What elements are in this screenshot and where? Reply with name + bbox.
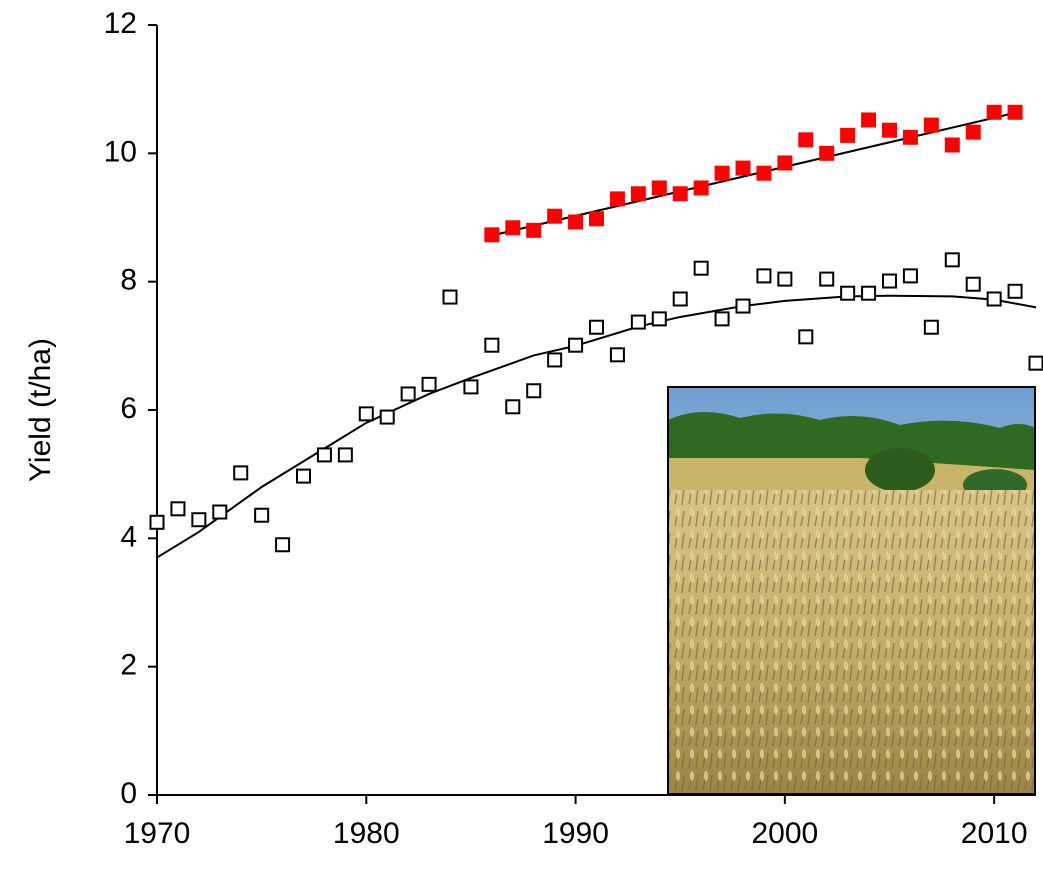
data-point <box>840 128 855 143</box>
data-point <box>925 321 938 334</box>
data-point <box>171 502 184 515</box>
data-point <box>632 316 645 329</box>
data-point <box>297 470 310 483</box>
y-tick-label: 10 <box>104 135 137 168</box>
data-point <box>736 161 751 176</box>
data-point <box>484 227 499 242</box>
data-point <box>778 273 791 286</box>
x-tick-label: 1990 <box>542 817 609 850</box>
data-point <box>276 538 289 551</box>
data-point <box>526 223 541 238</box>
data-point <box>820 273 833 286</box>
data-point <box>1030 357 1043 370</box>
data-point <box>777 155 792 170</box>
data-point <box>988 292 1001 305</box>
y-axis-label: Yield (t/ha) <box>24 338 57 482</box>
data-point <box>485 339 498 352</box>
data-point <box>945 137 960 152</box>
data-point <box>234 466 247 479</box>
inset-photo <box>668 387 1035 794</box>
y-tick-label: 8 <box>120 264 137 297</box>
data-point <box>631 186 646 201</box>
data-point <box>674 292 687 305</box>
data-point <box>505 220 520 235</box>
data-point <box>527 384 540 397</box>
data-point <box>213 506 226 519</box>
x-tick-label: 2000 <box>751 817 818 850</box>
data-point <box>381 411 394 424</box>
data-point <box>757 269 770 282</box>
data-point <box>756 166 771 181</box>
data-point <box>1009 285 1022 298</box>
data-point <box>904 269 917 282</box>
data-point <box>861 112 876 127</box>
data-point <box>151 516 164 529</box>
data-point <box>255 509 268 522</box>
x-tick-label: 1980 <box>333 817 400 850</box>
photo-tree <box>865 448 935 492</box>
x-tick-label: 1970 <box>124 817 191 850</box>
data-point <box>673 186 688 201</box>
data-point <box>444 291 457 304</box>
data-point <box>423 378 436 391</box>
data-point <box>192 513 205 526</box>
chart: 0 2 4 6 8 10 12 1970 1980 1990 2000 2010 Yield (t/h… <box>0 0 1043 873</box>
data-point <box>318 448 331 461</box>
data-point <box>1008 105 1023 120</box>
data-point <box>715 166 730 181</box>
data-point <box>402 387 415 400</box>
data-point <box>360 407 373 420</box>
data-point <box>967 278 980 291</box>
data-point <box>882 123 897 138</box>
data-point <box>652 180 667 195</box>
data-point <box>339 448 352 461</box>
x-tick-label: 2010 <box>961 817 1028 850</box>
data-point <box>568 214 583 229</box>
data-point <box>548 353 561 366</box>
data-point <box>716 312 729 325</box>
data-point <box>611 348 624 361</box>
page: {"chart_data": {"type": "scatter", "y_la… <box>0 0 1043 878</box>
data-point <box>841 287 854 300</box>
data-point <box>610 191 625 206</box>
data-point <box>506 400 519 413</box>
data-point <box>737 300 750 313</box>
data-point <box>883 275 896 288</box>
data-point <box>798 132 813 147</box>
data-point <box>946 253 959 266</box>
data-point <box>589 211 604 226</box>
data-point <box>547 209 562 224</box>
data-point <box>966 125 981 140</box>
data-point <box>569 339 582 352</box>
data-point <box>924 118 939 133</box>
y-tick-label: 2 <box>120 649 137 682</box>
data-point <box>819 146 834 161</box>
data-point <box>799 330 812 343</box>
y-tick-label: 0 <box>120 777 137 810</box>
y-tick-label: 6 <box>120 392 137 425</box>
data-point <box>653 312 666 325</box>
y-tick-label: 4 <box>120 520 137 553</box>
y-tick-label: 12 <box>104 7 137 40</box>
data-point <box>862 287 875 300</box>
data-point <box>695 262 708 275</box>
data-point <box>590 321 603 334</box>
data-point <box>464 380 477 393</box>
data-point <box>694 180 709 195</box>
data-point <box>987 105 1002 120</box>
data-point <box>903 130 918 145</box>
photo-wheat <box>668 490 1035 794</box>
